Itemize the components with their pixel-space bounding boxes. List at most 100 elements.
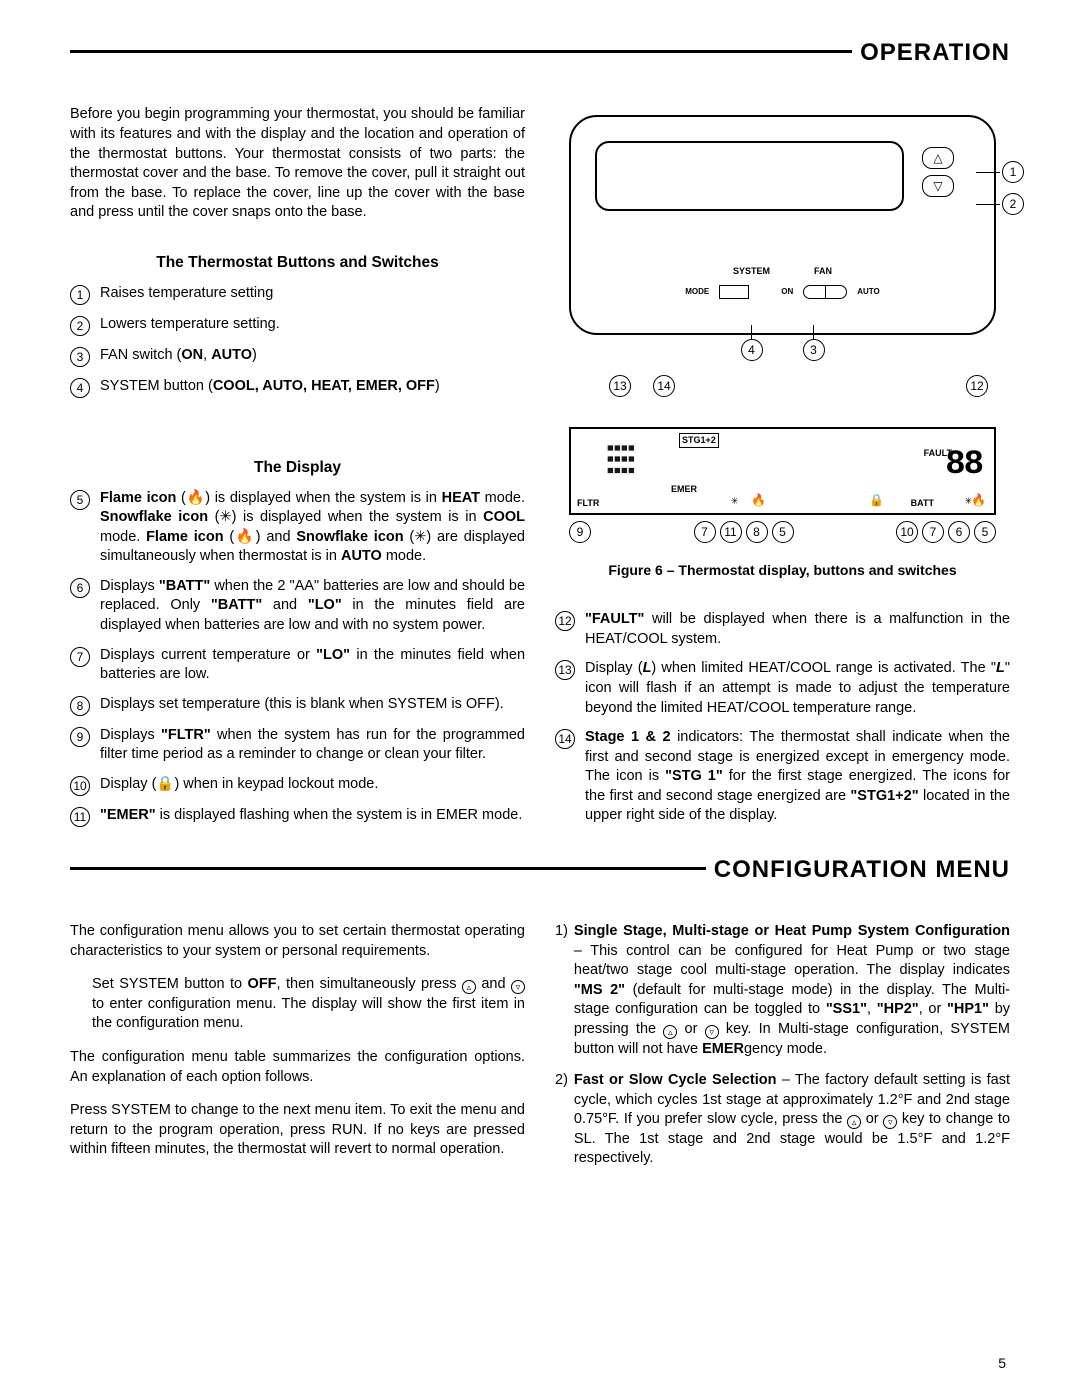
list-item: 10Display (🔒) when in keypad lockout mod… xyxy=(70,775,525,796)
item-text: Fast or Slow Cycle Selection – The facto… xyxy=(574,1071,1010,1169)
circle-number: 4 xyxy=(70,378,90,398)
system-button[interactable] xyxy=(719,285,749,299)
circle-number: 6 xyxy=(70,578,90,598)
seven-seg-right: 88 xyxy=(945,443,982,489)
mode-label: MODE xyxy=(685,287,709,298)
lock-icon: 🔒 xyxy=(869,493,884,509)
section-header-operation: OPERATION xyxy=(70,50,1010,87)
fan-switch[interactable] xyxy=(803,285,847,299)
section-title: CONFIGURATION MENU xyxy=(706,856,1010,883)
flame-icon: 🔥 xyxy=(751,493,766,509)
flame-icon-2: 🔥 xyxy=(971,493,986,509)
config-item-2: 2) Fast or Slow Cycle Selection – The fa… xyxy=(555,1071,1010,1169)
circle-number: 3 xyxy=(70,347,90,367)
list-item: 14 Stage 1 & 2 indicators: The thermostat… xyxy=(555,728,1010,826)
list-item: 2Lowers temperature setting. xyxy=(70,315,525,336)
page-number: 5 xyxy=(998,1354,1006,1373)
figure-caption: Figure 6 – Thermostat display, buttons a… xyxy=(555,561,1010,580)
item-number: 2) xyxy=(555,1071,568,1169)
snowflake-icon: ✳ xyxy=(731,493,738,509)
section-title: OPERATION xyxy=(852,39,1010,66)
item-text: SYSTEM button (COOL, AUTO, HEAT, EMER, O… xyxy=(100,377,525,397)
config-p2: Set SYSTEM button to OFF, then simultane… xyxy=(92,975,525,1034)
item-text: "FAULT" will be displayed when there is … xyxy=(585,610,1010,649)
config-left-col: The configuration menu allows you to set… xyxy=(70,922,525,1181)
callout-12: 12 xyxy=(966,375,988,397)
circle-number: 11 xyxy=(70,807,90,827)
operation-left-col: Before you begin programming your thermo… xyxy=(70,105,525,836)
config-item-1: 1) Single Stage, Multi-stage or Heat Pum… xyxy=(555,922,1010,1059)
circle-number: 14 xyxy=(555,729,575,749)
circle-number: 5 xyxy=(70,490,90,510)
item-text: Stage 1 & 2 indicators: The thermostat s… xyxy=(585,728,1010,826)
callout-5a: 5 xyxy=(772,521,794,543)
batt-indicator: BATT xyxy=(911,497,934,509)
on-label: ON xyxy=(781,287,793,298)
list-item: 6 Displays "BATT" when the 2 "AA" batteri… xyxy=(70,577,525,636)
item-text: Displays "BATT" when the 2 "AA" batterie… xyxy=(100,577,525,636)
thermostat-screen xyxy=(595,141,904,211)
item-text: Displays "FLTR" when the system has run … xyxy=(100,726,525,765)
circle-number: 1 xyxy=(70,285,90,305)
list-item: 9 Displays "FLTR" when the system has run… xyxy=(70,726,525,765)
list-item: 13Display (L) when limited HEAT/COOL ran… xyxy=(555,659,1010,718)
stg-indicator: STG1+2 xyxy=(679,433,719,447)
display-diagram-wrapper: 13 14 12 FLTR STG1+2 EMER FAULT BATT ⫶⫶⫶… xyxy=(555,375,1010,543)
up-arrow-button[interactable]: △ xyxy=(922,147,954,169)
up-icon: ▵ xyxy=(847,1115,861,1129)
display-panel: FLTR STG1+2 EMER FAULT BATT ⫶⫶⫶⫶ 88 ✳ 🔥 … xyxy=(569,427,996,515)
operation-columns: Before you begin programming your thermo… xyxy=(70,105,1010,836)
config-columns: The configuration menu allows you to set… xyxy=(70,922,1010,1181)
item-text: Displays set temperature (this is blank … xyxy=(100,695,525,715)
item-text: Display (L) when limited HEAT/COOL range… xyxy=(585,659,1010,718)
item-text: Raises temperature setting xyxy=(100,284,525,304)
arrow-buttons: △ ▽ xyxy=(922,147,954,197)
down-arrow-button[interactable]: ▽ xyxy=(922,175,954,197)
item-text: Single Stage, Multi-stage or Heat Pump S… xyxy=(574,922,1010,1059)
list-item: 4 SYSTEM button (COOL, AUTO, HEAT, EMER, … xyxy=(70,377,525,398)
operation-right-col: △ ▽ SYSTEM FAN MODE ON AUTO 1 xyxy=(555,105,1010,836)
thermostat-outline: △ ▽ SYSTEM FAN MODE ON AUTO xyxy=(569,115,996,335)
auto-label: AUTO xyxy=(857,287,880,298)
item-text: "EMER" is displayed flashing when the sy… xyxy=(100,806,525,826)
emer-indicator: EMER xyxy=(671,483,697,495)
section-header-config: CONFIGURATION MENU xyxy=(70,867,1010,904)
list-item: 8 Displays set temperature (this is blank… xyxy=(70,695,525,716)
callout-14: 14 xyxy=(653,375,675,397)
seven-seg-left: ⫶⫶⫶⫶ xyxy=(605,439,633,493)
circle-number: 8 xyxy=(70,696,90,716)
callout-5b: 5 xyxy=(974,521,996,543)
item-text: Lowers temperature setting. xyxy=(100,315,525,335)
thermostat-diagram-wrapper: △ ▽ SYSTEM FAN MODE ON AUTO 1 xyxy=(555,115,1010,335)
circle-number: 7 xyxy=(70,647,90,667)
item-text: FAN switch (ON, AUTO) xyxy=(100,346,525,366)
config-right-col: 1) Single Stage, Multi-stage or Heat Pum… xyxy=(555,922,1010,1181)
callout-6: 6 xyxy=(948,521,970,543)
display-callout-row: 9 7 11 8 5 10 7 6 5 xyxy=(569,521,996,543)
display-list-right: 12"FAULT" will be displayed when there i… xyxy=(555,610,1010,826)
callout-7b: 7 xyxy=(922,521,944,543)
callout-1: 1 xyxy=(1002,161,1024,183)
down-icon: ▿ xyxy=(511,980,525,994)
intro-paragraph: Before you begin programming your thermo… xyxy=(70,105,525,222)
list-item: 3 FAN switch (ON, AUTO) xyxy=(70,346,525,367)
circle-number: 9 xyxy=(70,727,90,747)
config-p3: The configuration menu table summarizes … xyxy=(70,1048,525,1087)
display-heading: The Display xyxy=(70,458,525,479)
item-text: Displays current temperature or "LO" in … xyxy=(100,646,525,685)
callout-7a: 7 xyxy=(694,521,716,543)
up-icon: ▵ xyxy=(663,1025,677,1039)
config-p4: Press SYSTEM to change to the next menu … xyxy=(70,1101,525,1160)
buttons-list: 1 Raises temperature setting 2Lowers temp… xyxy=(70,284,525,398)
list-item: 11 "EMER" is displayed flashing when the … xyxy=(70,806,525,827)
callout-8: 8 xyxy=(746,521,768,543)
down-icon: ▿ xyxy=(705,1025,719,1039)
callout-10: 10 xyxy=(896,521,918,543)
fltr-indicator: FLTR xyxy=(577,497,599,509)
fan-label: FAN xyxy=(814,265,832,277)
item-text: Display (🔒) when in keypad lockout mode. xyxy=(100,775,525,795)
callout-4: 4 xyxy=(741,339,763,361)
config-p1: The configuration menu allows you to set… xyxy=(70,922,525,961)
list-item: 7 Displays current temperature or "LO" in… xyxy=(70,646,525,685)
item-number: 1) xyxy=(555,922,568,1059)
